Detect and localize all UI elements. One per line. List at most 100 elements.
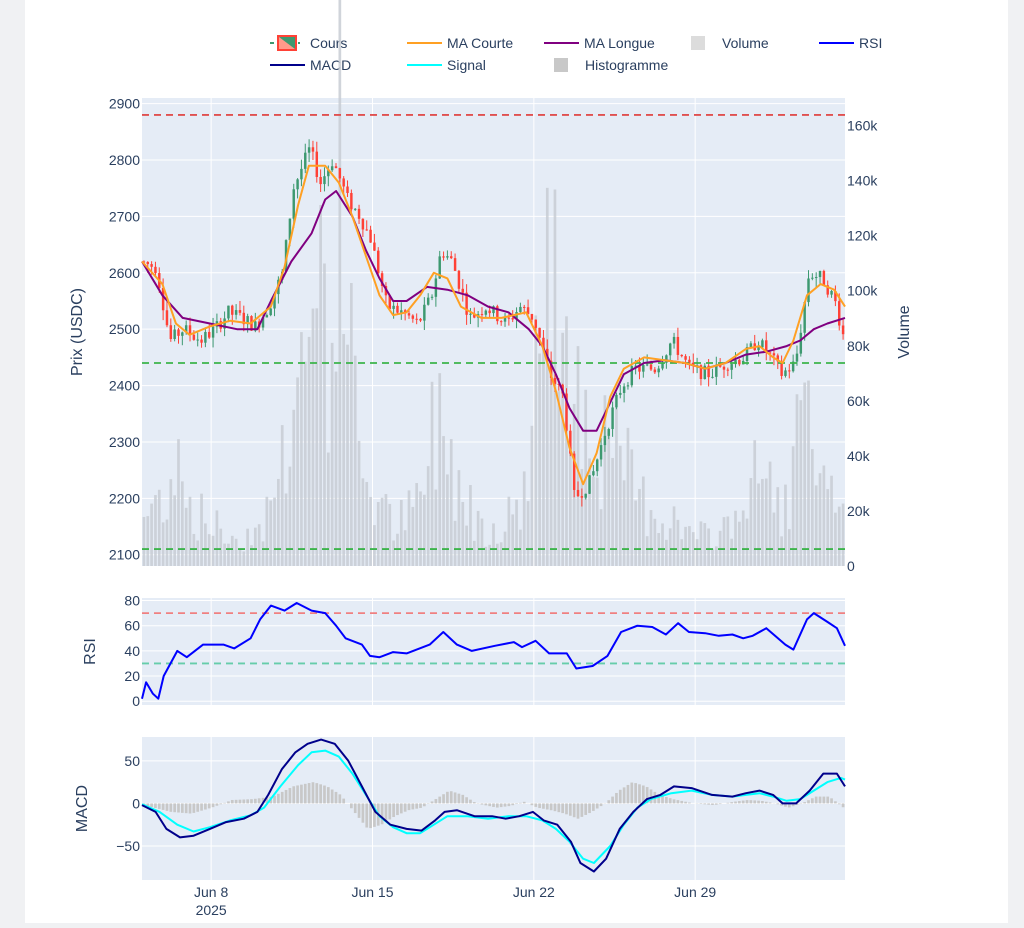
candle-body (204, 332, 206, 343)
histogramme-bar (611, 797, 614, 804)
volume-bar (761, 479, 764, 566)
histogramme-bar (335, 792, 338, 803)
volume-bar (500, 542, 503, 566)
candle-body (454, 258, 456, 271)
candle-body (584, 494, 586, 498)
histogramme-bar (557, 803, 560, 812)
histogramme-bar (738, 801, 741, 803)
candle-body (212, 327, 214, 338)
candle-body (684, 356, 686, 360)
histogramme-bar (419, 803, 422, 808)
volume-bar (838, 507, 841, 566)
volume-bar (607, 430, 610, 566)
volume-bar (726, 516, 729, 566)
histogramme-bar (815, 797, 818, 804)
histogramme-bar (312, 782, 315, 803)
candle-body (677, 337, 679, 355)
legend-item-rsi[interactable]: RSI (819, 35, 882, 51)
price-panel[interactable]: 210022002300240025002600270028002900020k… (69, 0, 913, 574)
volume-bar (450, 439, 453, 566)
legend-swatch-histogramme (554, 58, 568, 72)
histogramme-bar (769, 802, 772, 803)
histogramme-bar (431, 801, 434, 803)
histogramme-bar (331, 790, 334, 804)
histogramme-bar (588, 803, 591, 813)
histogramme-bar (830, 798, 833, 803)
volume-bar (342, 334, 345, 566)
legend-item-volume[interactable]: Volume (691, 35, 769, 51)
legend-item-cours[interactable]: Cours (270, 35, 347, 51)
volume-bar (723, 517, 726, 566)
volume-bar (431, 382, 434, 566)
volume-bar (646, 536, 649, 566)
volume-bar (177, 439, 180, 566)
volume-bar (665, 540, 668, 566)
candle-body (147, 262, 149, 264)
volume-bar (289, 467, 292, 566)
volume-bar (569, 447, 572, 566)
volume-bar (700, 521, 703, 566)
volume-bar (173, 495, 176, 566)
price-y-tick-label: 2700 (109, 208, 140, 224)
volume-bar (488, 545, 491, 566)
legend-label-ma_courte: MA Courte (447, 35, 513, 51)
histogramme-bar (396, 803, 399, 815)
candle-body (784, 370, 786, 376)
volume-bar (561, 333, 564, 566)
histogramme-bar (227, 801, 230, 803)
histogramme-bar (166, 803, 169, 810)
candle-body (757, 347, 759, 350)
candle-body (642, 365, 644, 372)
volume-bar (550, 361, 553, 566)
rsi-axis-title: RSI (82, 638, 99, 665)
histogramme-bar (684, 802, 687, 804)
candle-body (608, 429, 610, 436)
candle-body (419, 319, 421, 321)
histogramme-bar (669, 798, 672, 803)
volume-bar (619, 446, 622, 566)
candle-body (488, 311, 490, 314)
legend-label-histogramme: Histogramme (585, 57, 668, 73)
volume-bar (235, 539, 238, 566)
candle-body (196, 340, 198, 341)
candle-body (650, 364, 652, 369)
histogramme-bar (369, 803, 372, 828)
price-y-tick-label: 2900 (109, 96, 140, 112)
volume-bar (169, 479, 172, 566)
volume-bar (346, 345, 349, 566)
histogramme-bar (354, 803, 357, 813)
histogramme-bar (258, 798, 261, 803)
candle-body (500, 321, 502, 322)
candle-body (300, 169, 302, 179)
histogramme-bar (350, 803, 353, 808)
candle-body (654, 370, 656, 373)
volume-bar (661, 523, 664, 566)
legend-item-signal[interactable]: Signal (407, 57, 486, 73)
candle-body (673, 337, 675, 344)
volume-bar (381, 498, 384, 566)
volume-tick-label: 20k (847, 503, 871, 519)
volume-bar (834, 513, 837, 566)
volume-bar (427, 466, 430, 566)
histogramme-bar (569, 803, 572, 815)
volume-bar (473, 541, 476, 566)
candle-body (592, 471, 594, 475)
volume-bar (216, 510, 219, 566)
legend-item-histogramme[interactable]: Histogramme (554, 57, 668, 73)
histogramme-bar (753, 800, 756, 803)
legend-item-ma_longue[interactable]: MA Longue (544, 35, 655, 51)
histogramme-bar (534, 803, 537, 806)
candle-body (523, 307, 525, 308)
histogramme-bar (162, 803, 165, 810)
volume-bar (273, 498, 276, 566)
histogramme-bar (703, 803, 706, 804)
histogramme-bar (196, 803, 199, 811)
candle-body (442, 256, 444, 257)
volume-bar (200, 494, 203, 566)
histogramme-bar (630, 783, 633, 804)
legend-item-ma_courte[interactable]: MA Courte (407, 35, 513, 51)
